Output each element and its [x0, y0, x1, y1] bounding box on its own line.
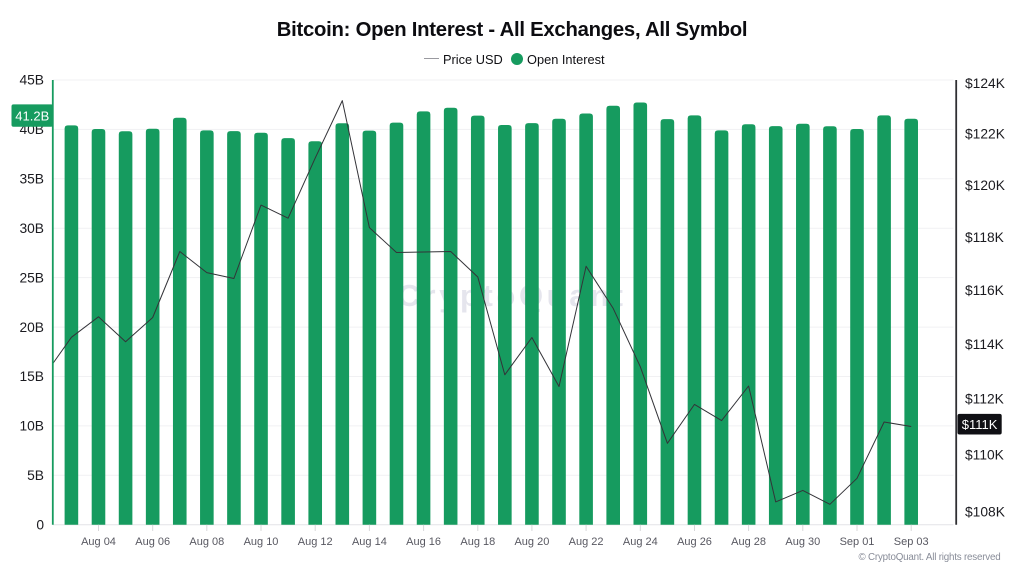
svg-text:Aug 04: Aug 04: [81, 536, 116, 548]
svg-text:41.2B: 41.2B: [15, 108, 49, 123]
svg-text:Aug 18: Aug 18: [460, 536, 495, 548]
svg-text:35B: 35B: [19, 172, 44, 187]
svg-text:5B: 5B: [27, 468, 44, 483]
svg-text:20B: 20B: [19, 320, 44, 335]
svg-text:Aug 30: Aug 30: [785, 536, 820, 548]
svg-text:Aug 22: Aug 22: [569, 536, 604, 548]
svg-text:Aug 28: Aug 28: [731, 536, 766, 548]
svg-text:$122K: $122K: [965, 127, 1006, 142]
svg-text:$118K: $118K: [965, 230, 1005, 245]
svg-text:10B: 10B: [19, 419, 44, 434]
svg-text:25B: 25B: [19, 270, 44, 285]
svg-text:Aug 16: Aug 16: [406, 536, 441, 548]
svg-text:Aug 10: Aug 10: [244, 536, 279, 548]
svg-text:$124K: $124K: [965, 76, 1006, 91]
svg-text:Sep 03: Sep 03: [894, 536, 929, 548]
svg-text:Aug 24: Aug 24: [623, 536, 658, 548]
svg-text:Aug 06: Aug 06: [135, 536, 170, 548]
svg-text:45B: 45B: [19, 73, 44, 88]
svg-text:0: 0: [36, 517, 44, 532]
svg-text:Sep 01: Sep 01: [840, 536, 875, 548]
svg-text:$110K: $110K: [965, 448, 1005, 463]
svg-text:Aug 26: Aug 26: [677, 536, 712, 548]
svg-text:$111K: $111K: [962, 417, 998, 432]
svg-text:Aug 08: Aug 08: [189, 536, 224, 548]
svg-text:30B: 30B: [19, 221, 44, 236]
svg-text:Aug 14: Aug 14: [352, 536, 387, 548]
svg-text:$120K: $120K: [965, 178, 1006, 193]
svg-text:$112K: $112K: [965, 392, 1005, 407]
svg-text:Aug 20: Aug 20: [514, 536, 549, 548]
svg-text:$114K: $114K: [965, 337, 1005, 352]
svg-text:Aug 12: Aug 12: [298, 536, 333, 548]
svg-text:15B: 15B: [19, 369, 44, 384]
svg-text:$116K: $116K: [965, 283, 1005, 298]
svg-text:$108K: $108K: [965, 505, 1006, 520]
